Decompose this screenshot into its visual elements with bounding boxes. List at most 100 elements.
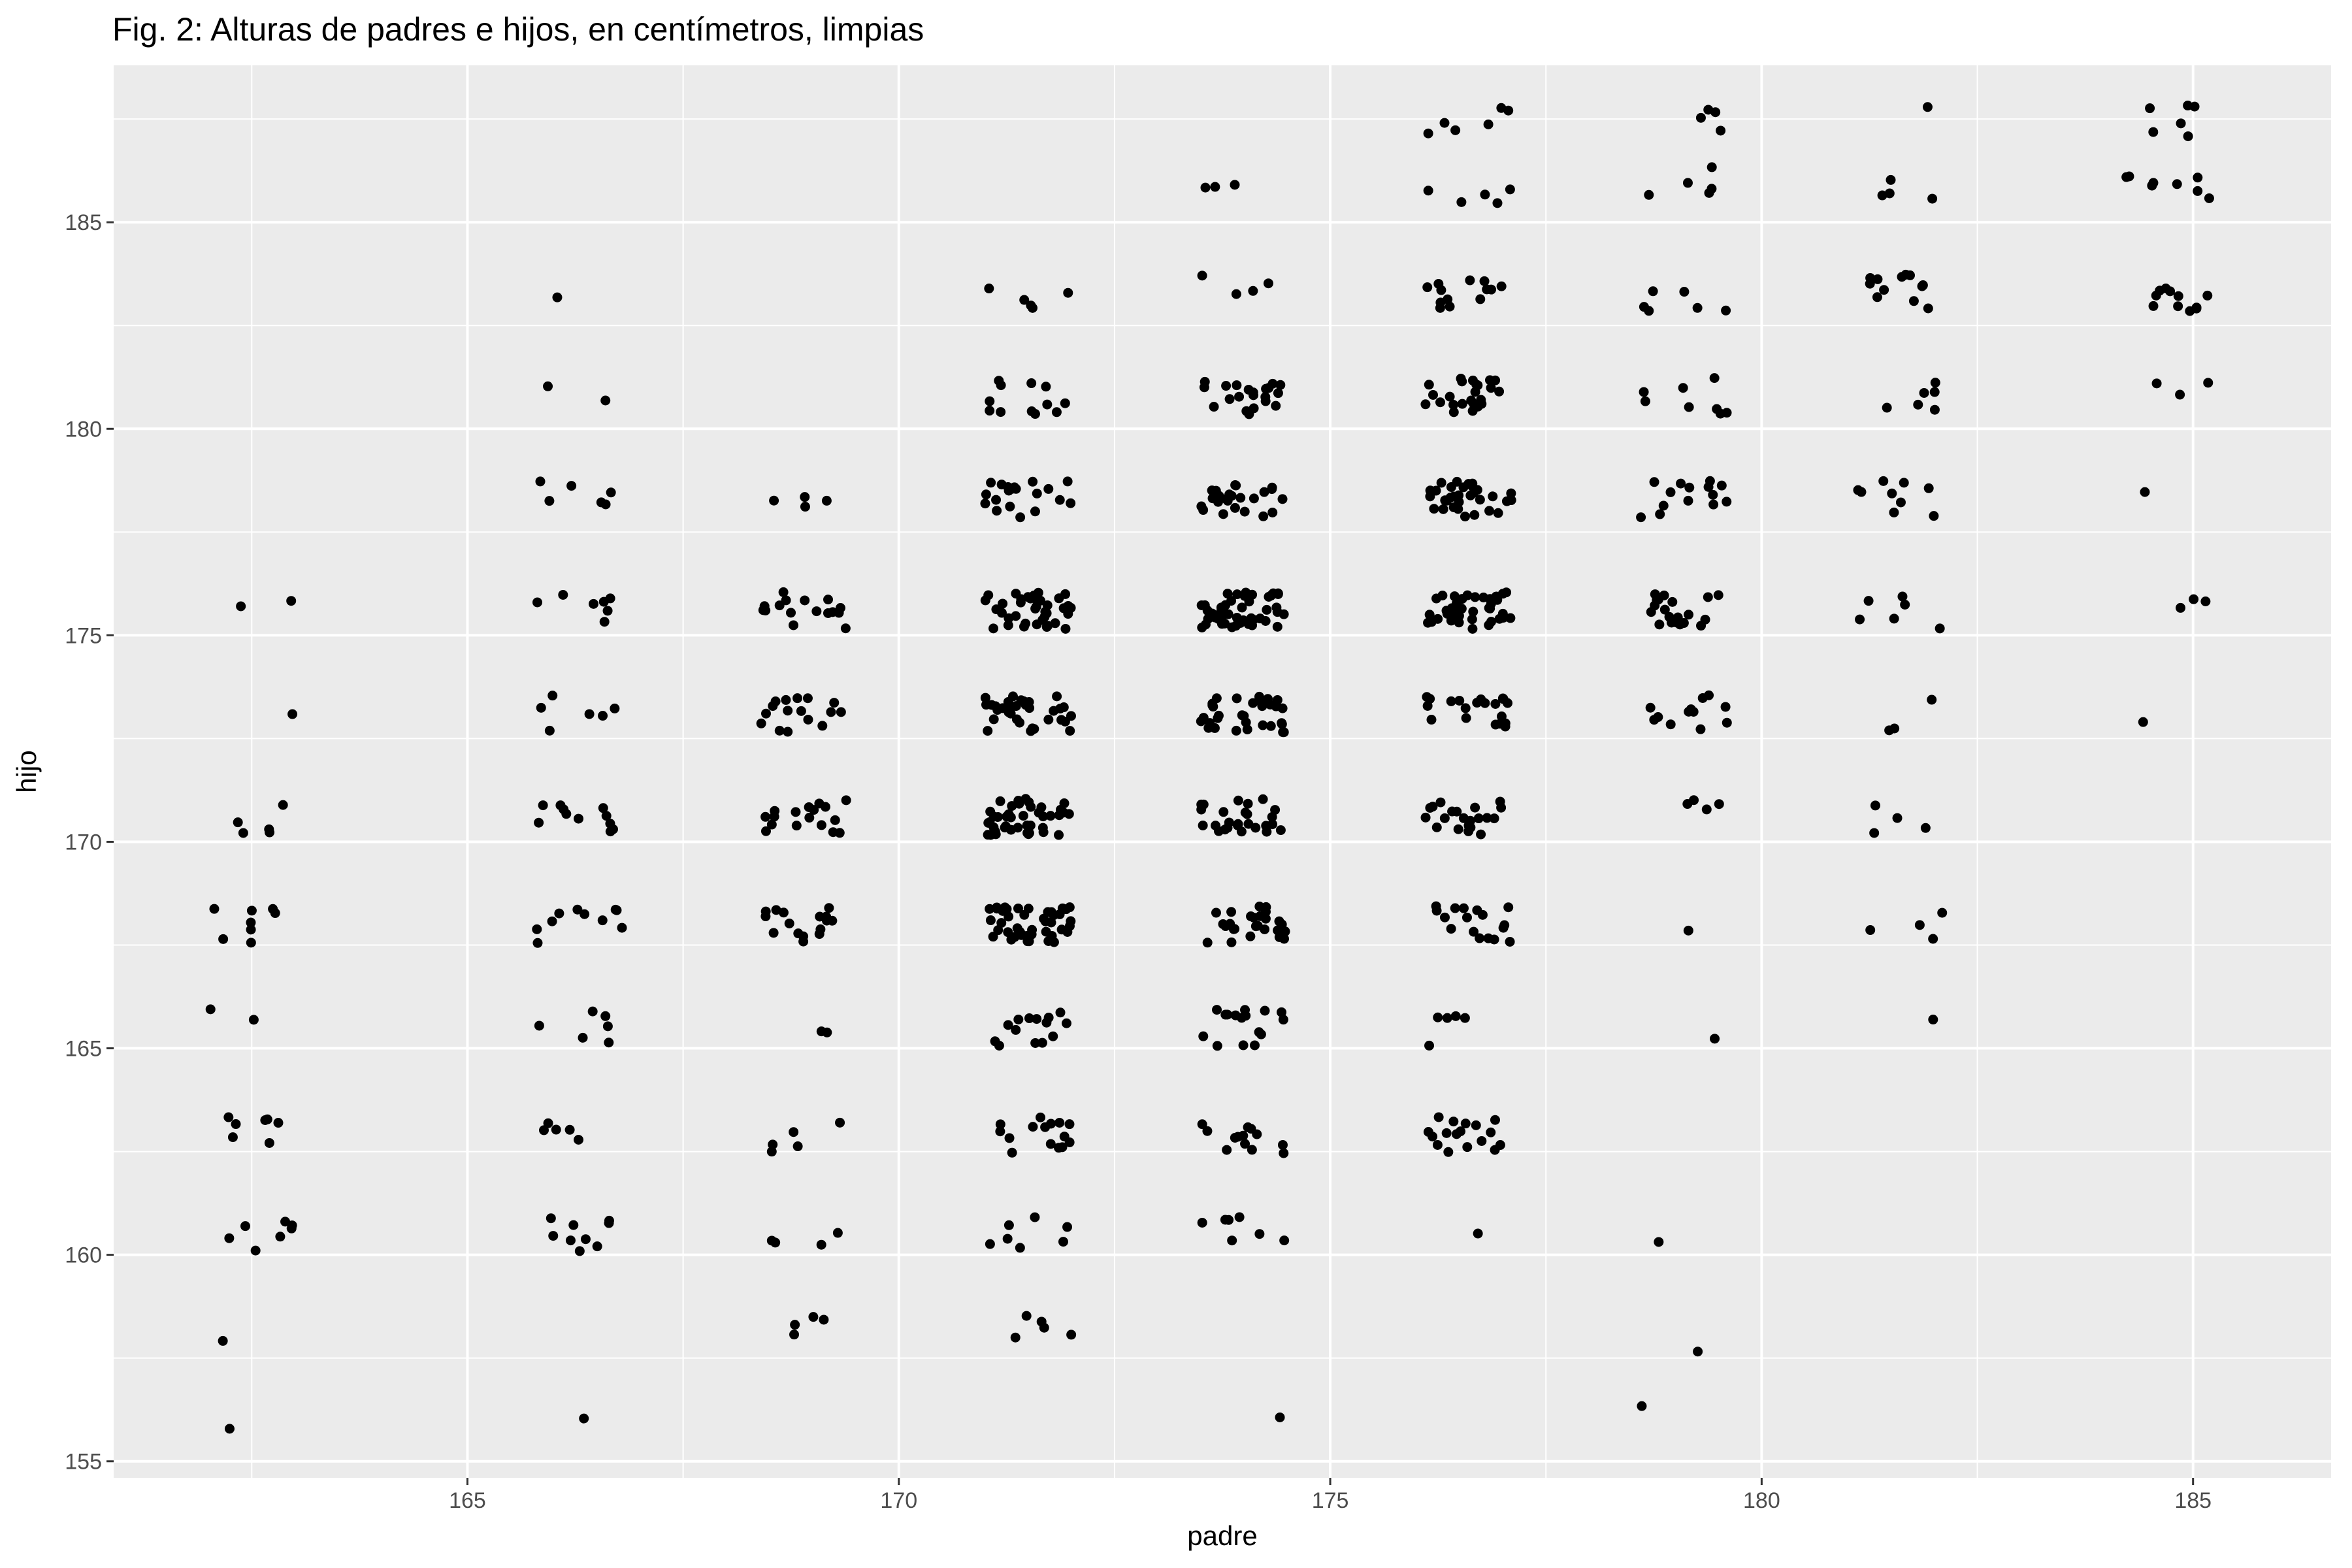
data-point	[1435, 797, 1446, 808]
data-point	[1872, 274, 1883, 284]
data-point	[1484, 506, 1495, 516]
data-point	[985, 1239, 995, 1249]
data-point	[1889, 613, 1899, 624]
data-point	[599, 617, 610, 627]
data-point	[1268, 588, 1279, 598]
data-point	[1037, 615, 1048, 625]
data-point	[246, 917, 256, 928]
data-point	[1722, 497, 1732, 507]
data-point	[1441, 1128, 1452, 1138]
data-point	[1226, 491, 1237, 501]
data-point	[781, 694, 791, 705]
data-point	[1011, 611, 1021, 621]
data-point	[1258, 794, 1268, 804]
data-point	[1226, 907, 1237, 917]
data-point	[1230, 502, 1240, 513]
data-point	[1003, 927, 1013, 938]
data-point	[1000, 823, 1010, 833]
data-point	[1196, 600, 1207, 610]
data-point	[1438, 504, 1448, 514]
data-point	[783, 706, 793, 716]
data-point	[1494, 386, 1505, 397]
data-point	[1277, 494, 1288, 504]
data-point	[224, 1233, 235, 1243]
data-point	[1653, 712, 1663, 723]
data-point	[1232, 693, 1242, 704]
data-point	[233, 817, 243, 828]
data-point	[798, 936, 809, 947]
data-point	[552, 292, 563, 302]
data-point	[2173, 291, 2183, 301]
data-point	[1919, 387, 1929, 398]
data-point	[1440, 912, 1450, 923]
data-point	[2121, 172, 2132, 182]
data-point	[1900, 599, 1910, 610]
data-point	[1261, 821, 1271, 831]
data-point	[598, 596, 609, 607]
data-point	[840, 623, 851, 634]
data-point	[796, 706, 806, 716]
data-point	[1679, 287, 1690, 297]
data-point	[601, 811, 612, 821]
data-point	[1002, 1233, 1013, 1244]
y-tick-label: 160	[65, 1243, 102, 1268]
data-point	[1655, 509, 1665, 519]
data-point	[1460, 1119, 1471, 1129]
data-point	[830, 815, 840, 825]
data-point	[260, 1115, 270, 1125]
y-tick-label: 185	[65, 210, 102, 235]
data-point	[558, 589, 568, 600]
data-point	[1011, 701, 1021, 711]
data-point	[1062, 926, 1073, 937]
data-point	[768, 701, 778, 711]
data-point	[532, 938, 543, 948]
data-point	[1423, 128, 1433, 139]
data-point	[800, 595, 810, 606]
data-point	[574, 1135, 584, 1145]
data-point	[1920, 823, 1931, 833]
data-point	[1436, 285, 1446, 295]
data-point	[1505, 613, 1516, 623]
data-point	[1066, 1330, 1077, 1340]
data-point	[1684, 482, 1695, 493]
data-point	[1200, 182, 1211, 193]
data-point	[1246, 1124, 1256, 1134]
data-point	[1220, 609, 1231, 619]
data-point	[986, 478, 996, 488]
data-point	[1198, 820, 1208, 830]
data-point	[1665, 487, 1676, 497]
data-point	[1065, 726, 1075, 736]
data-point	[1496, 711, 1507, 722]
data-point	[1433, 1112, 1444, 1122]
data-point	[1453, 824, 1463, 834]
data-point	[1003, 1020, 1013, 1030]
data-point	[240, 1221, 250, 1232]
data-point	[1477, 399, 1487, 409]
data-point	[1242, 809, 1252, 819]
data-point	[250, 1245, 261, 1256]
data-point	[606, 487, 616, 498]
data-point	[1033, 587, 1043, 598]
data-point	[1267, 484, 1277, 495]
data-point	[1277, 703, 1288, 713]
data-point	[1272, 694, 1282, 705]
data-point	[1496, 802, 1507, 813]
data-point	[551, 1124, 561, 1135]
data-point	[1028, 1122, 1038, 1132]
data-point	[995, 1119, 1005, 1130]
data-point	[766, 1147, 777, 1157]
data-point	[1262, 604, 1272, 615]
data-point	[1489, 813, 1499, 824]
x-tick-label: 175	[1312, 1488, 1349, 1513]
data-point	[1684, 610, 1694, 620]
data-point	[1235, 493, 1246, 503]
data-point	[1048, 1031, 1058, 1041]
data-point	[205, 1004, 216, 1015]
data-point	[1250, 921, 1261, 932]
data-point	[1443, 1147, 1454, 1157]
data-point	[992, 811, 1003, 822]
data-point	[598, 711, 608, 721]
data-point	[841, 795, 851, 806]
data-point	[1482, 813, 1492, 823]
data-point	[1458, 903, 1469, 913]
